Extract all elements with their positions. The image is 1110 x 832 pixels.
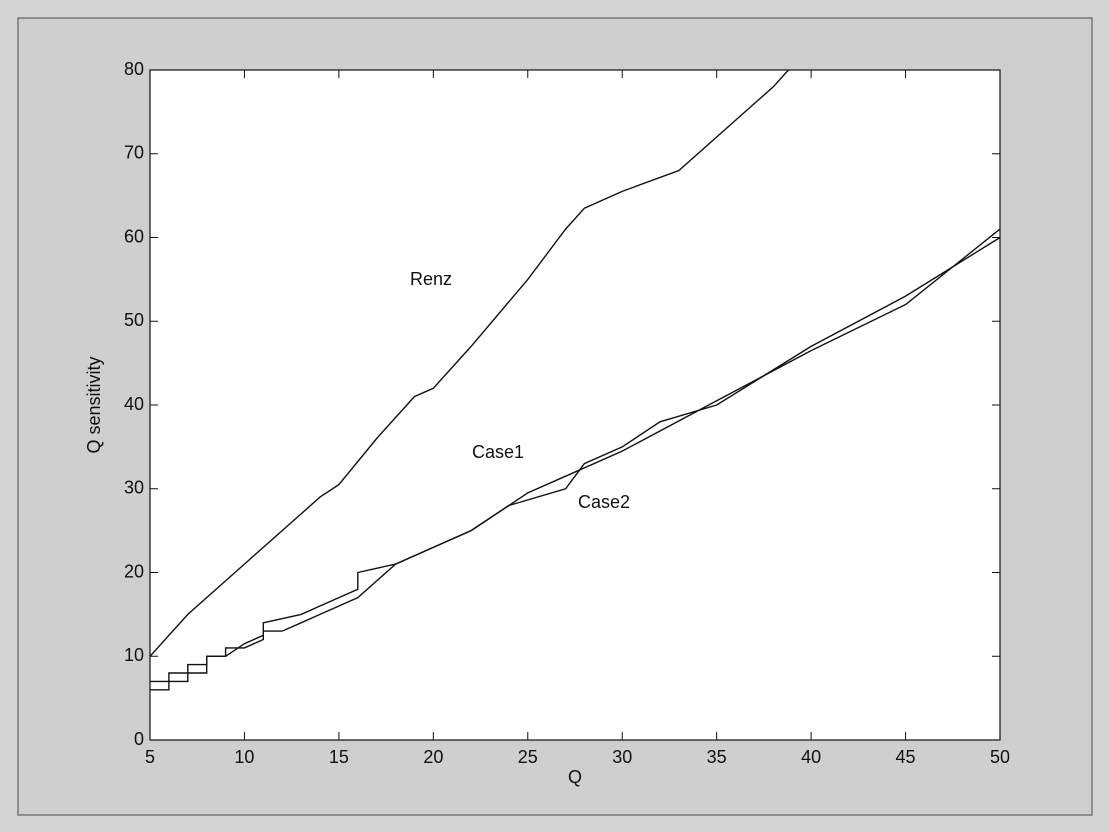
x-tick-label: 35 — [707, 747, 727, 767]
x-tick-label: 5 — [145, 747, 155, 767]
x-tick-label: 50 — [990, 747, 1010, 767]
y-tick-label: 30 — [124, 478, 144, 498]
x-tick-label: 15 — [329, 747, 349, 767]
page: Q Q sensitivity Renz Case1 Case2 5 10 15 20… — [0, 0, 1110, 832]
y-tick-label: 10 — [124, 645, 144, 665]
x-tick-label: 40 — [801, 747, 821, 767]
y-tick-label: 20 — [124, 561, 144, 581]
series-label: Case2 — [578, 492, 630, 512]
x-axis-label: Q — [568, 767, 582, 787]
x-tick-label: 45 — [896, 747, 916, 767]
y-axis-label: Q sensitivity — [84, 356, 104, 453]
x-tick-label: 20 — [423, 747, 443, 767]
x-tick-label: 30 — [612, 747, 632, 767]
y-tick-label: 80 — [124, 59, 144, 79]
y-tick-label: 70 — [124, 143, 144, 163]
plot-area — [150, 70, 1000, 740]
series-label: Renz — [410, 269, 452, 289]
y-tick-label: 50 — [124, 310, 144, 330]
x-tick-label: 25 — [518, 747, 538, 767]
y-tick-label: 0 — [134, 729, 144, 749]
y-tick-label: 60 — [124, 226, 144, 246]
series-label: Case1 — [472, 442, 524, 462]
y-tick-label: 40 — [124, 394, 144, 414]
chart: Q Q sensitivity Renz Case1 Case2 5 10 15 20… — [0, 0, 1110, 832]
x-tick-label: 10 — [234, 747, 254, 767]
